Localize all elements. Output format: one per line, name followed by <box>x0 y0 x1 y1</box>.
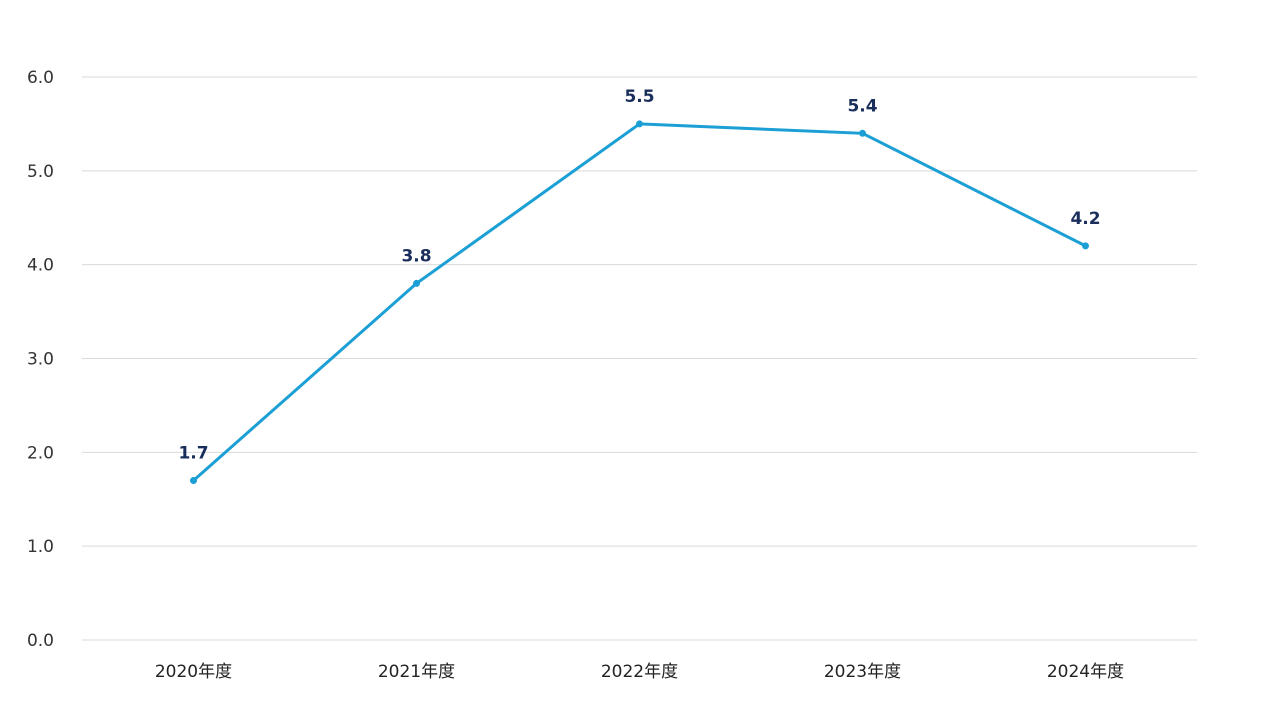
data-point <box>190 476 197 484</box>
data-points <box>190 120 1089 484</box>
y-tick-label: 0.0 <box>27 631 54 651</box>
data-label: 4.2 <box>1070 209 1100 229</box>
y-tick-label: 6.0 <box>27 68 54 88</box>
data-label: 5.5 <box>624 87 654 107</box>
data-point <box>413 279 420 287</box>
x-category-label: 2024年度 <box>1047 662 1124 682</box>
x-category-label: 2023年度 <box>824 662 901 682</box>
y-tick-label: 3.0 <box>27 350 54 370</box>
data-point <box>859 129 866 137</box>
y-axis-tick-labels: 0.0 1.0 2.0 3.0 4.0 5.0 6.0 <box>27 68 54 651</box>
data-point <box>636 120 643 128</box>
data-label: 1.7 <box>178 443 208 463</box>
x-axis-category-labels: 2020年度 2021年度 2022年度 2023年度 2024年度 <box>155 662 1124 682</box>
y-tick-label: 5.0 <box>27 162 54 182</box>
data-point <box>1082 242 1089 250</box>
y-tick-label: 4.0 <box>27 256 54 276</box>
x-category-label: 2022年度 <box>601 662 678 682</box>
y-tick-label: 2.0 <box>27 443 54 463</box>
x-category-label: 2020年度 <box>155 662 232 682</box>
x-category-label: 2021年度 <box>378 662 455 682</box>
data-labels: 1.7 3.8 5.5 5.4 4.2 <box>178 87 1100 464</box>
data-label: 5.4 <box>847 96 877 116</box>
gridlines <box>82 76 1197 641</box>
series-line <box>192 122 1087 482</box>
data-label: 3.8 <box>401 246 431 266</box>
y-tick-label: 1.0 <box>27 537 54 557</box>
